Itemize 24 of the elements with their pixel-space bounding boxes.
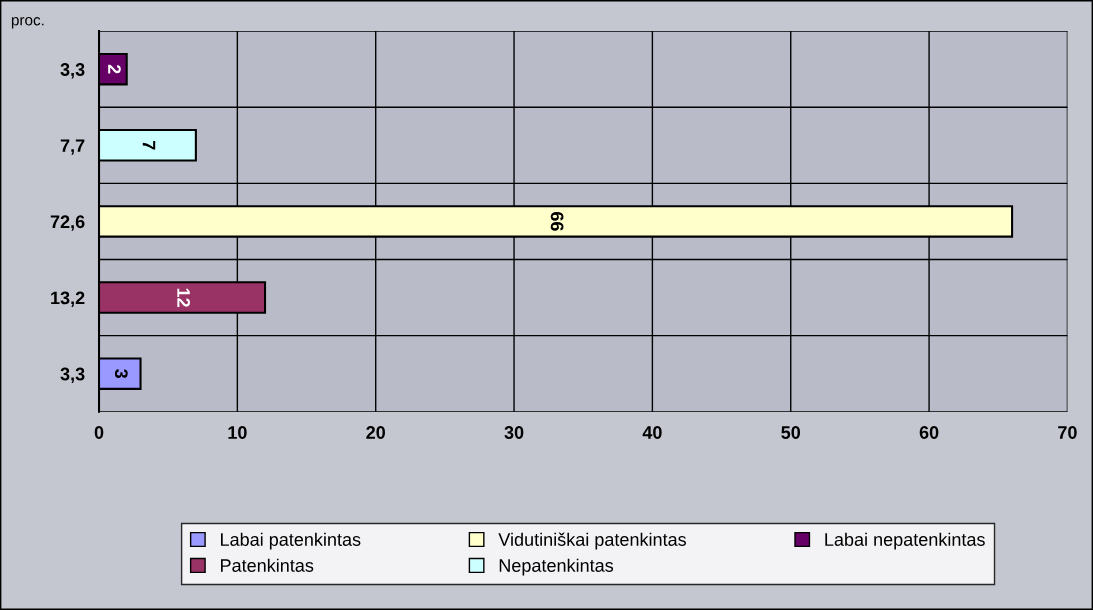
y-tick-label: 3,3 [60, 367, 85, 384]
x-tick-label: 10 [228, 426, 247, 439]
data-label: 7 [142, 141, 156, 150]
legend-label: Labai nepatenkintas [825, 532, 985, 550]
x-tick-label: 70 [1058, 426, 1077, 439]
legend-label: Nepatenkintas [499, 558, 614, 576]
y-tick-label: 7,7 [60, 139, 85, 155]
legend-label: Patenkintas [221, 558, 314, 572]
data-label: 2 [108, 64, 121, 74]
data-label: 3 [114, 369, 128, 379]
x-tick-label: 50 [781, 426, 801, 439]
x-tick-label: 20 [366, 426, 386, 439]
data-label: 12 [177, 288, 190, 307]
x-tick-label: 60 [919, 426, 939, 439]
x-tick-label: 0 [94, 426, 104, 439]
legend-label: Vidutiniškai patenkintas [498, 532, 687, 550]
y-tick-label: 72,6 [50, 215, 85, 231]
y-axis-title: proc. [11, 17, 44, 29]
x-tick-label: 40 [642, 426, 662, 439]
legend-label: Labai patenkintas [221, 532, 361, 550]
y-tick-label: 3,3 [60, 63, 85, 79]
x-tick-label: 30 [504, 426, 524, 439]
y-tick-label: 13,2 [51, 291, 85, 307]
data-label: 66 [550, 212, 564, 231]
